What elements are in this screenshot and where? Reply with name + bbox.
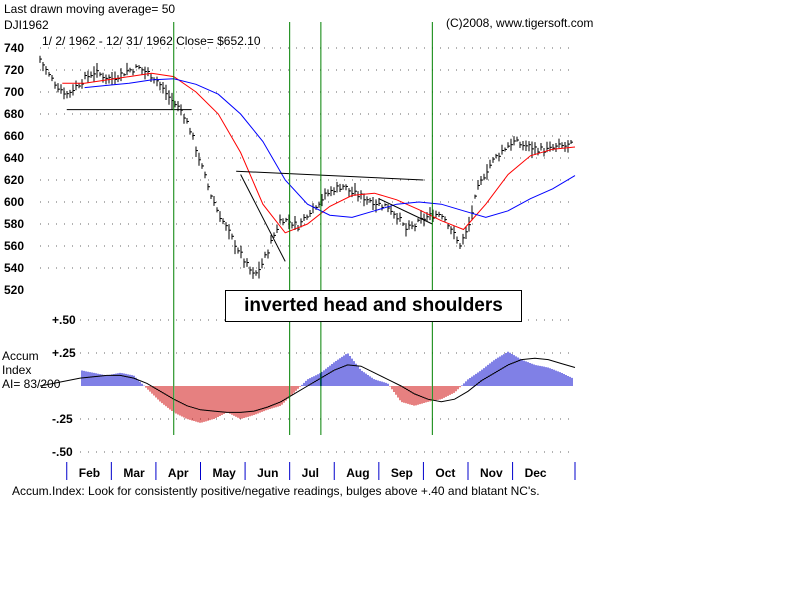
month-label: Oct [435,466,455,480]
month-axis: Feb Mar Apr May Jun Jul Aug Sep Oct Nov Dec [66,462,576,480]
price-tick-label: 540 [4,261,24,275]
ai-value-label: AI= 83/200 [2,377,61,391]
vertical-markers [173,22,433,435]
accum-index-bars [81,351,573,423]
month-label: Dec [525,466,547,480]
trendline [378,198,433,225]
trendlines [66,109,433,262]
symbol-label: DJI1962 [4,18,49,32]
price-grid [40,47,575,269]
moving-average-lines [62,72,576,234]
month-label: Jun [257,466,278,480]
trendline [236,170,424,181]
price-tick-label: 720 [4,63,24,77]
month-label: May [213,466,237,480]
month-label: Sep [391,466,413,480]
accum-ma-line [39,357,576,413]
date-range-label: 1/ 2/ 1962 - 12/ 31/ 1962 Close= $652.10 [42,34,261,48]
price-tick-label: 700 [4,85,24,99]
price-tick-label: 600 [4,195,24,209]
accum-axis-ticks: +.50 +.25 -.25 -.50 [52,313,76,459]
accum-tick-label: +.50 [52,313,76,327]
index-label: Index [2,363,32,377]
accum-tick-label: -.50 [52,445,73,459]
price-bars [39,55,573,279]
month-label: Nov [480,466,503,480]
month-label: Mar [123,466,145,480]
month-label: Apr [168,466,189,480]
short-ma-line [62,72,576,234]
price-tick-label: 660 [4,129,24,143]
price-tick-label: 680 [4,107,24,121]
accum-footer: Accum.Index: Look for consistently posit… [12,484,540,498]
long-ma-line [84,78,576,218]
month-label: Jul [302,466,319,480]
accum-index-average [39,357,576,413]
price-tick-label: 620 [4,173,24,187]
accum-tick-label: +.25 [52,346,76,360]
accum-tick-label: -.25 [52,412,73,426]
price-tick-label: 640 [4,151,24,165]
copyright-label: (C)2008, www.tigersoft.com [446,16,594,30]
pattern-annotation: inverted head and shoulders [225,290,522,322]
trendline [240,174,286,262]
price-tick-label: 740 [4,41,24,55]
price-axis-ticks: 740 720 700 680 660 640 620 600 580 560 540 520 [4,41,24,297]
accum-label: Accum [2,349,39,363]
price-tick-label: 560 [4,239,24,253]
price-tick-label: 580 [4,217,24,231]
price-tick-label: 520 [4,283,24,297]
month-label: Aug [346,466,369,480]
month-label: Feb [79,466,100,480]
ma-label: Last drawn moving average= 50 [4,2,176,16]
